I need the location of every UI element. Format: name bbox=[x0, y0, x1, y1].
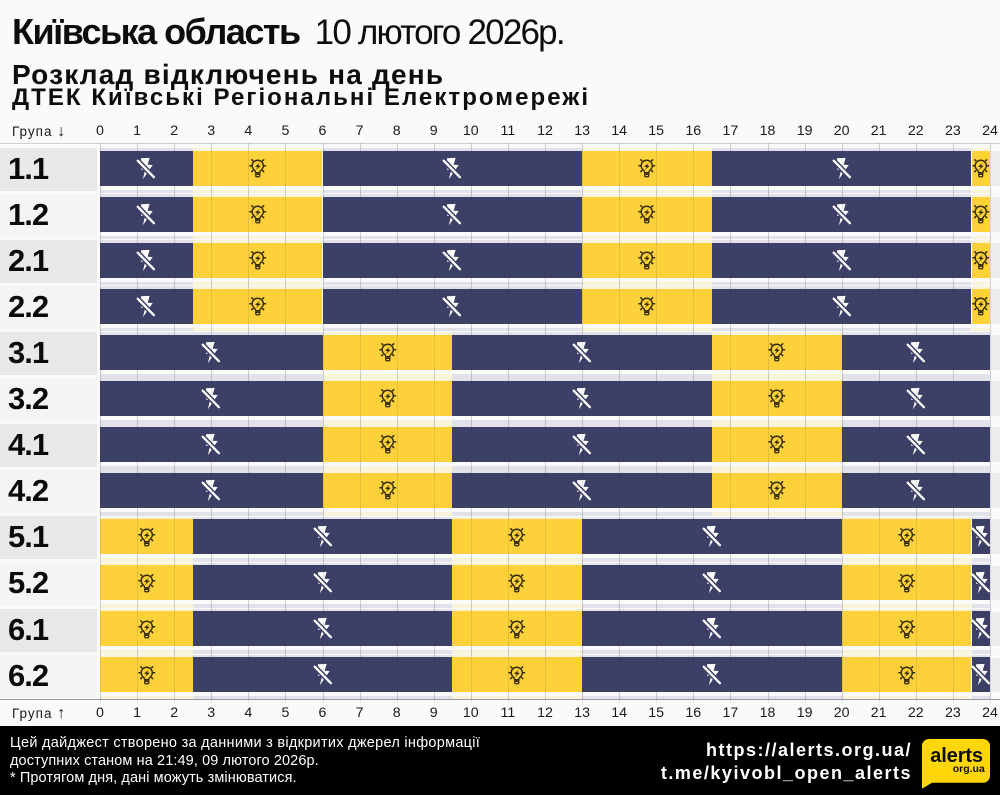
svg-text:alerts: alerts bbox=[930, 745, 983, 767]
svg-text:org.ua: org.ua bbox=[953, 763, 985, 775]
